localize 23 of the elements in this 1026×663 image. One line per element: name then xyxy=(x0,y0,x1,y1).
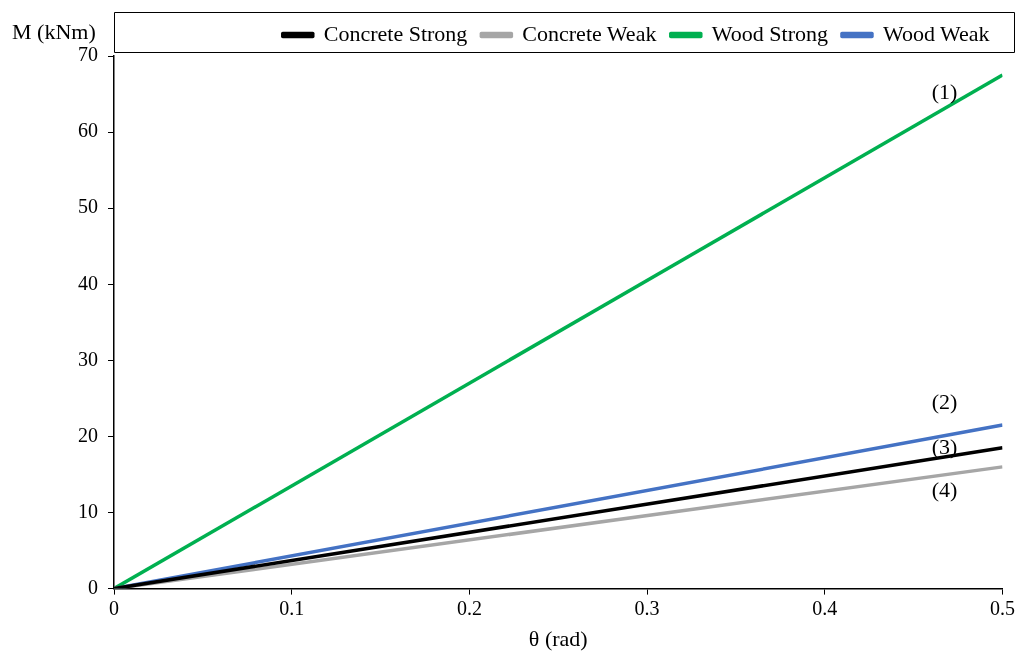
y-tick-label: 0 xyxy=(88,575,98,598)
y-tick-label: 10 xyxy=(78,499,98,522)
y-tick-label: 50 xyxy=(78,195,98,218)
x-tick-label: 0.4 xyxy=(812,596,838,619)
y-axis-title: M (kNm) xyxy=(12,18,96,44)
y-tick-label: 20 xyxy=(78,423,98,446)
y-tick-label: 70 xyxy=(78,43,98,66)
legend-label: Wood Strong xyxy=(711,20,828,46)
legend-label: Concrete Weak xyxy=(522,20,657,46)
x-axis-title: θ (rad) xyxy=(528,625,588,651)
y-tick-label: 40 xyxy=(78,271,98,294)
legend-label: Concrete Strong xyxy=(323,20,468,46)
y-tick-label: 30 xyxy=(78,347,98,370)
legend-label: Wood Weak xyxy=(882,20,990,46)
x-tick-label: 0.3 xyxy=(634,596,660,619)
x-tick-label: 0.1 xyxy=(279,596,305,619)
x-tick-label: 0.5 xyxy=(990,596,1015,619)
y-tick-label: 60 xyxy=(78,119,98,142)
annotation: (4) xyxy=(931,476,958,502)
annotation: (1) xyxy=(931,78,958,104)
annotation: (2) xyxy=(931,388,958,414)
x-tick-label: 0 xyxy=(109,596,119,619)
x-tick-label: 0.2 xyxy=(456,596,482,619)
